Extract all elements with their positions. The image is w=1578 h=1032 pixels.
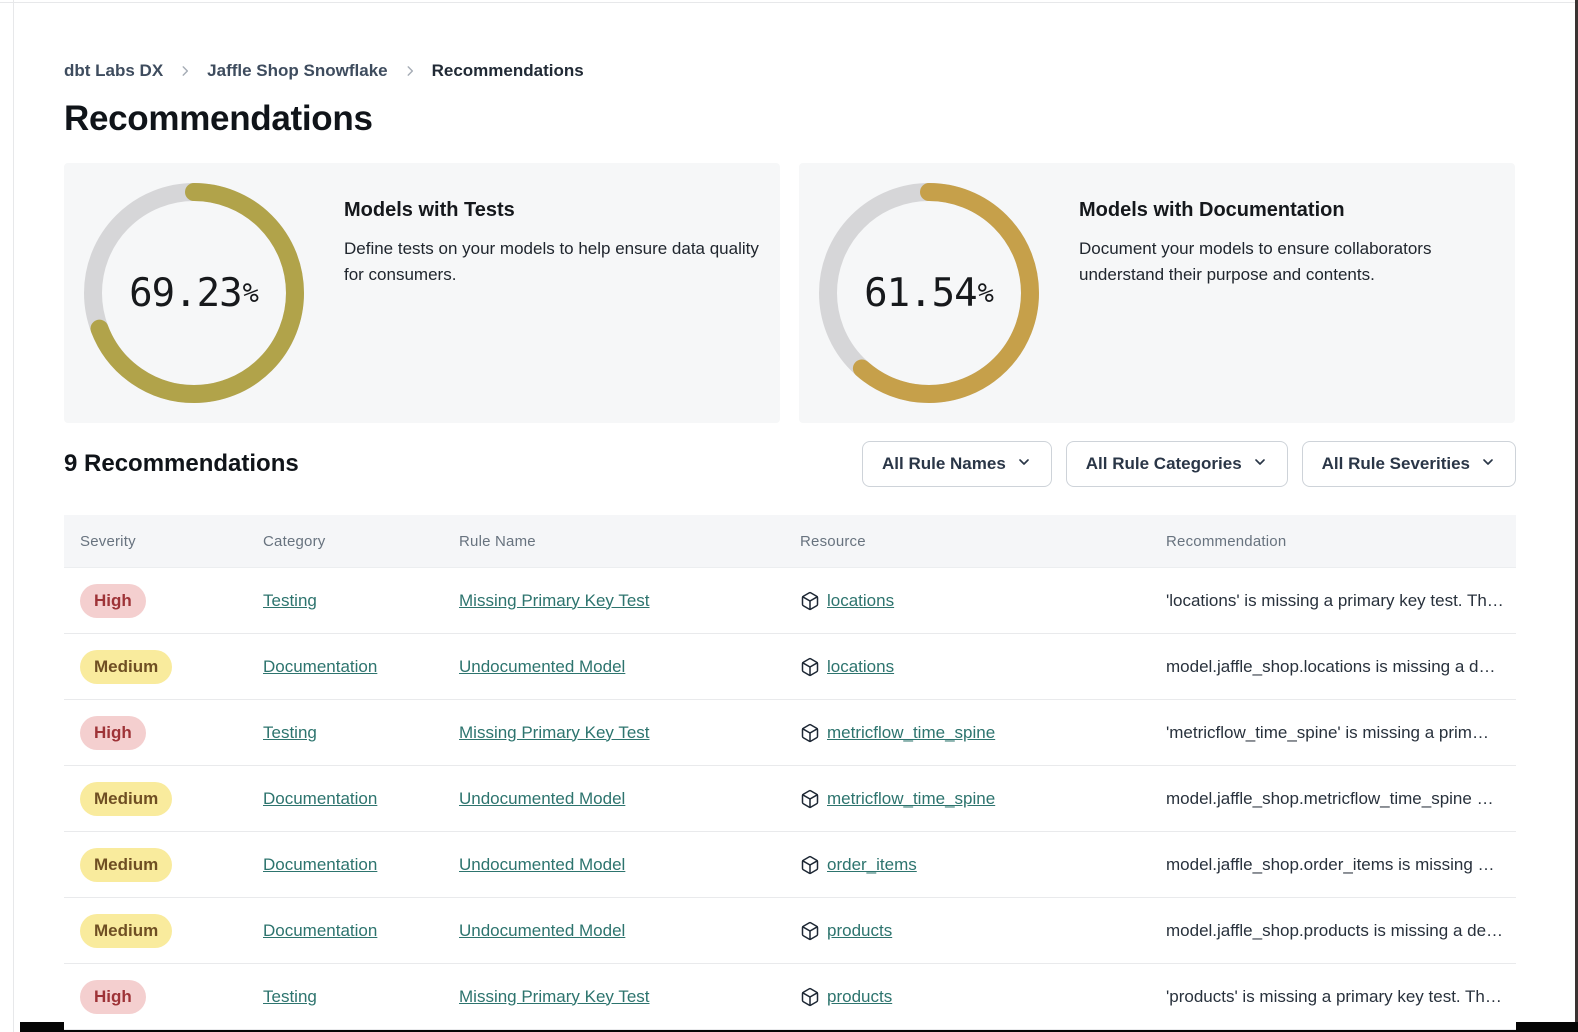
column-header-severity: Severity	[64, 533, 247, 550]
severity-badge: High	[80, 980, 146, 1014]
rule-names-filter[interactable]: All Rule Names	[862, 441, 1052, 487]
chevron-down-icon	[1016, 454, 1032, 475]
recommendation-text: model.jaffle_shop.locations is missing a…	[1166, 657, 1495, 676]
column-header-resource: Resource	[784, 533, 1150, 550]
category-link[interactable]: Testing	[263, 723, 317, 742]
column-header-rule-name: Rule Name	[443, 533, 784, 550]
tests-percentage: 69.23%	[84, 183, 304, 403]
rule-severities-filter[interactable]: All Rule Severities	[1302, 441, 1516, 487]
recommendation-text: model.jaffle_shop.products is missing a …	[1166, 921, 1503, 940]
filter-bar: All Rule Names All Rule Categories All R…	[862, 441, 1516, 487]
recommendations-page: dbt Labs DX Jaffle Shop Snowflake Recomm…	[64, 0, 1516, 1030]
metric-card-title: Models with Documentation	[1079, 199, 1495, 222]
chevron-down-icon	[1252, 454, 1268, 475]
table-row: Medium Documentation Undocumented Model …	[64, 898, 1516, 964]
rule-name-link[interactable]: Missing Primary Key Test	[459, 591, 650, 610]
rule-name-link[interactable]: Missing Primary Key Test	[459, 723, 650, 742]
breadcrumb-account[interactable]: dbt Labs DX	[64, 61, 163, 81]
rule-name-link[interactable]: Undocumented Model	[459, 657, 625, 676]
column-header-category: Category	[247, 533, 443, 550]
severity-badge: Medium	[80, 782, 172, 816]
chevron-right-icon	[403, 64, 417, 78]
table-row: Medium Documentation Undocumented Model …	[64, 832, 1516, 898]
resource-link[interactable]: locations	[827, 591, 894, 611]
recommendation-text: 'locations' is missing a primary key tes…	[1166, 591, 1504, 610]
rule-name-link[interactable]: Undocumented Model	[459, 921, 625, 940]
severity-badge: High	[80, 716, 146, 750]
recommendation-text: 'metricflow_time_spine' is missing a pri…	[1166, 723, 1489, 742]
recommendation-text: 'products' is missing a primary key test…	[1166, 987, 1502, 1006]
table-row: High Testing Missing Primary Key Test pr…	[64, 964, 1516, 1030]
chevron-down-icon	[1480, 454, 1496, 475]
recommendations-count-heading: 9 Recommendations	[64, 450, 299, 478]
column-header-recommendation: Recommendation	[1150, 533, 1516, 550]
model-box-icon	[800, 591, 820, 611]
recommendations-table: Severity Category Rule Name Resource Rec…	[64, 515, 1516, 1030]
rule-name-link[interactable]: Missing Primary Key Test	[459, 987, 650, 1006]
severity-badge: Medium	[80, 650, 172, 684]
sidebar-divider	[13, 0, 14, 1032]
documentation-percentage: 61.54%	[819, 183, 1039, 403]
severity-badge: Medium	[80, 848, 172, 882]
page-title: Recommendations	[64, 99, 1516, 139]
table-row: High Testing Missing Primary Key Test lo…	[64, 568, 1516, 634]
tests-donut-chart: 69.23%	[84, 183, 304, 403]
category-link[interactable]: Documentation	[263, 855, 377, 874]
breadcrumb-current: Recommendations	[432, 61, 584, 81]
model-box-icon	[800, 789, 820, 809]
resource-link[interactable]: locations	[827, 657, 894, 677]
documentation-donut-chart: 61.54%	[819, 183, 1039, 403]
table-row: Medium Documentation Undocumented Model …	[64, 634, 1516, 700]
category-link[interactable]: Documentation	[263, 789, 377, 808]
category-link[interactable]: Documentation	[263, 657, 377, 676]
resource-link[interactable]: metricflow_time_spine	[827, 723, 995, 743]
model-box-icon	[800, 723, 820, 743]
model-box-icon	[800, 987, 820, 1007]
metric-cards: 69.23% Models with Tests Define tests on…	[64, 163, 1516, 423]
model-box-icon	[800, 921, 820, 941]
category-link[interactable]: Testing	[263, 987, 317, 1006]
rule-name-link[interactable]: Undocumented Model	[459, 789, 625, 808]
breadcrumb: dbt Labs DX Jaffle Shop Snowflake Recomm…	[64, 60, 1516, 82]
table-body: High Testing Missing Primary Key Test lo…	[64, 568, 1516, 1030]
severity-badge: Medium	[80, 914, 172, 948]
category-link[interactable]: Documentation	[263, 921, 377, 940]
resource-link[interactable]: products	[827, 987, 892, 1007]
metric-card-description: Define tests on your models to help ensu…	[344, 236, 760, 288]
models-with-tests-card: 69.23% Models with Tests Define tests on…	[64, 163, 780, 423]
resource-link[interactable]: products	[827, 921, 892, 941]
severity-badge: High	[80, 584, 146, 618]
metric-card-title: Models with Tests	[344, 199, 760, 222]
category-link[interactable]: Testing	[263, 591, 317, 610]
rule-name-link[interactable]: Undocumented Model	[459, 855, 625, 874]
metric-card-description: Document your models to ensure collabora…	[1079, 236, 1495, 288]
rule-categories-filter[interactable]: All Rule Categories	[1066, 441, 1288, 487]
recommendation-text: model.jaffle_shop.order_items is missing…	[1166, 855, 1495, 874]
chevron-right-icon	[178, 64, 192, 78]
resource-link[interactable]: order_items	[827, 855, 917, 875]
model-box-icon	[800, 855, 820, 875]
recommendation-text: model.jaffle_shop.metricflow_time_spine …	[1166, 789, 1494, 808]
model-box-icon	[800, 657, 820, 677]
table-header-row: Severity Category Rule Name Resource Rec…	[64, 515, 1516, 568]
table-row: High Testing Missing Primary Key Test me…	[64, 700, 1516, 766]
resource-link[interactable]: metricflow_time_spine	[827, 789, 995, 809]
breadcrumb-project[interactable]: Jaffle Shop Snowflake	[207, 61, 387, 81]
models-with-documentation-card: 61.54% Models with Documentation Documen…	[799, 163, 1515, 423]
table-row: Medium Documentation Undocumented Model …	[64, 766, 1516, 832]
